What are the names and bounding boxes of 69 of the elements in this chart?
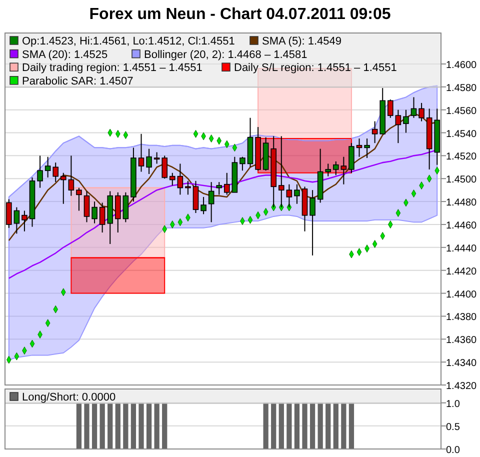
candlestick — [122, 192, 129, 223]
y-tick-label: 1.4540 — [446, 128, 478, 140]
candlestick — [185, 180, 191, 196]
candlestick — [76, 187, 82, 212]
candlestick — [162, 155, 168, 180]
y-tick-label: 1.4460 — [446, 220, 478, 232]
y-tick-label: 1.4320 — [446, 381, 478, 392]
candlestick — [146, 148, 152, 175]
candlestick — [294, 184, 300, 204]
candlestick — [99, 202, 106, 234]
candlestick — [154, 152, 160, 164]
candlestick — [372, 120, 378, 144]
y-tick-label: 1.4500 — [446, 174, 478, 186]
candlestick — [364, 138, 370, 158]
candlestick — [403, 109, 409, 134]
y-tick-label: 1.4440 — [446, 243, 478, 254]
legend-label: SMA (5): 1.4549 — [262, 36, 342, 48]
candlestick — [332, 160, 339, 176]
y-tick-label: 1.4600 — [446, 60, 478, 71]
y-tick-label: 1.4480 — [446, 198, 478, 209]
candlestick — [138, 133, 144, 172]
candlestick — [60, 172, 66, 204]
candlestick — [169, 172, 176, 186]
candlestick — [340, 156, 347, 185]
candlestick — [52, 162, 59, 183]
y-tick-label: 0.5 — [446, 422, 460, 433]
legend-label: Daily trading region: 1.4551 – 1.4551 — [22, 62, 202, 74]
candlestick — [410, 96, 417, 118]
candlestick — [68, 155, 74, 196]
y-tick-label: 1.4360 — [446, 335, 478, 346]
candlestick — [200, 196, 206, 215]
candlestick — [240, 156, 246, 172]
legend-label: SMA (20): 1.4525 — [22, 48, 108, 61]
line-series — [8, 85, 438, 198]
candlestick — [84, 190, 90, 223]
legend-label: Long/Short: 0.0000 — [22, 392, 116, 404]
legend-label: Bollinger (20, 2): 1.4468 – 1.4581 — [144, 48, 308, 61]
y-tick-label: 1.4340 — [446, 358, 478, 370]
candlestick — [14, 206, 20, 234]
y-tick-label: 0.0 — [446, 445, 460, 456]
y-tick-label: 1.4560 — [446, 106, 478, 117]
chart-title: Forex um Neun - Chart 04.07.2011 09:05 — [89, 6, 391, 23]
legend-label: Parabolic SAR: 1.4507 — [22, 75, 134, 88]
y-tick-label: 1.4380 — [446, 312, 478, 324]
y-tick-label: 1.4420 — [446, 266, 478, 278]
candlestick — [310, 190, 316, 256]
candlestick — [37, 155, 43, 188]
candlestick — [395, 109, 402, 144]
y-tick-label: 1.4520 — [446, 152, 478, 163]
candlestick — [114, 192, 121, 234]
candlestick — [92, 201, 98, 224]
candlestick — [387, 99, 394, 118]
y-tick-label: 1.4400 — [446, 289, 478, 300]
candlestick — [356, 138, 362, 158]
candlestick — [224, 172, 230, 196]
y-tick-label: 1.0 — [446, 398, 460, 410]
candlestick — [44, 156, 51, 178]
candlestick — [208, 182, 214, 223]
candlestick — [177, 163, 184, 196]
candlestick — [192, 180, 199, 214]
candlestick — [348, 142, 354, 174]
candlestick — [418, 102, 424, 122]
candlestick — [216, 182, 222, 196]
candlestick — [325, 163, 332, 177]
candlestick — [6, 198, 12, 228]
legend-label: Op:1.4523, Hi:1.4561, Lo:1.4512, Cl:1.4551 — [22, 36, 235, 48]
legend-label: Daily S/L region: 1.4551 – 1.4551 — [234, 62, 397, 74]
y-tick-label: 1.4580 — [446, 82, 478, 94]
candlestick — [22, 210, 28, 232]
